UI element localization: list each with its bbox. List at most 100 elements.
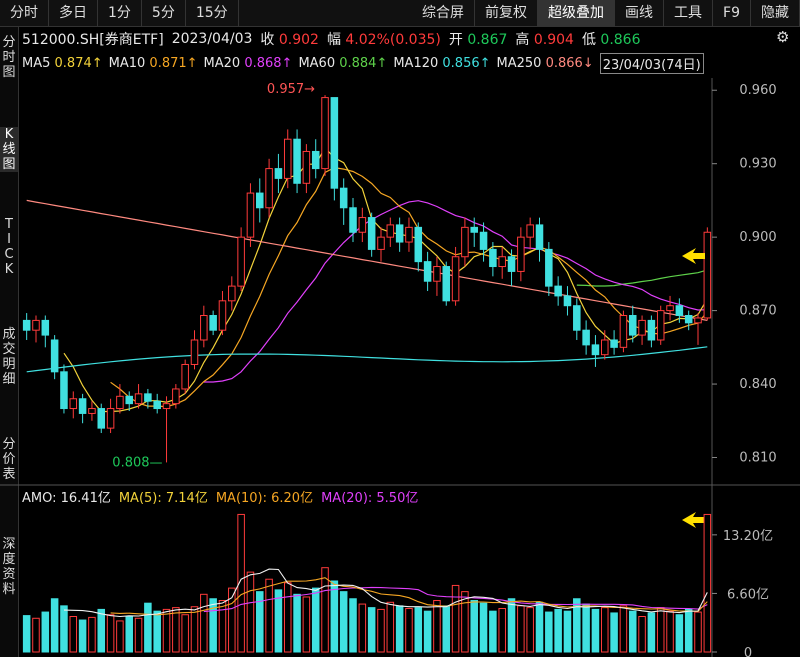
candle-body xyxy=(293,138,301,184)
candle-body xyxy=(106,408,115,429)
candle-body xyxy=(628,315,637,336)
period-tab-1[interactable]: 多日 xyxy=(49,0,98,26)
vol-ma20-line xyxy=(203,586,708,613)
volume-bar xyxy=(405,608,413,653)
candle-body xyxy=(489,248,497,268)
volume-bar xyxy=(181,614,189,653)
settings-icon[interactable]: ⚙ xyxy=(776,28,790,46)
volume-bar xyxy=(442,605,451,653)
toolbar-button-5[interactable]: F9 xyxy=(713,0,751,26)
price-axis-label: 0.960 xyxy=(739,83,776,98)
period-tab-3[interactable]: 5分 xyxy=(142,0,186,26)
sidebar-tab-5[interactable]: 深度资料 xyxy=(2,537,16,597)
volume-bar xyxy=(461,591,469,653)
volume-bar xyxy=(591,608,600,653)
candle-body xyxy=(554,285,562,297)
volume-bar xyxy=(666,610,674,653)
toolbar-button-4[interactable]: 工具 xyxy=(664,0,714,26)
candle-body xyxy=(190,339,199,365)
low-group: 低 0.866 xyxy=(582,29,641,49)
volume-bar xyxy=(526,607,534,653)
sidebar-tab-3[interactable]: 成交明细 xyxy=(2,327,16,387)
toolbar-button-2[interactable]: 超级叠加 xyxy=(538,0,616,26)
volume-bar xyxy=(209,598,217,653)
low-label: 低 xyxy=(581,32,596,48)
volume-bar xyxy=(97,608,106,653)
volume-bar xyxy=(153,610,161,653)
candle-body xyxy=(200,315,208,341)
ma-legend-item-5: MA250 0.866↓ xyxy=(497,56,594,71)
volume-bar xyxy=(386,601,395,653)
period-tab-0[interactable]: 分时 xyxy=(0,0,49,26)
volume-axis-label: 0 xyxy=(744,646,752,657)
price-axis-label: 0.840 xyxy=(739,377,776,392)
candle-body xyxy=(69,398,78,410)
candle-body xyxy=(265,168,273,209)
sidebar-tab-4[interactable]: 分价表 xyxy=(2,437,16,482)
candle-body xyxy=(601,339,609,356)
period-tab-4[interactable]: 15分 xyxy=(186,0,239,26)
candle-body xyxy=(545,248,553,287)
volume-bar xyxy=(106,614,115,653)
volume-bar xyxy=(330,580,339,653)
ma120-line xyxy=(26,346,708,373)
amo-legend: AMO: 16.41亿 MA(5): 7.14亿 MA(10): 6.20亿 M… xyxy=(22,487,418,506)
high-label: 高 xyxy=(515,32,530,48)
candle-body xyxy=(517,236,525,272)
volume-bar xyxy=(610,612,618,653)
volume-bar xyxy=(694,611,702,653)
volume-bar xyxy=(367,607,376,653)
volume-bar xyxy=(302,596,311,653)
toolbar-button-1[interactable]: 前复权 xyxy=(475,0,539,26)
volume-bar xyxy=(573,598,581,653)
volume-bar xyxy=(144,602,152,653)
candle-body xyxy=(479,231,488,250)
volume-bar xyxy=(283,582,292,653)
volume-bar xyxy=(433,600,441,653)
candle-body xyxy=(451,256,460,302)
period-tab-2[interactable]: 1分 xyxy=(98,0,142,26)
candle-body xyxy=(675,305,684,317)
candle-body xyxy=(461,226,469,258)
candle-body xyxy=(638,319,646,336)
toolbar-button-0[interactable]: 综合屏 xyxy=(412,0,476,26)
ma-legend-item-0: MA5 0.874↑ xyxy=(22,56,103,71)
toolbar-button-3[interactable]: 画线 xyxy=(615,0,665,26)
candle-body xyxy=(134,393,143,405)
candle-body xyxy=(405,226,413,243)
open-group: 开 0.867 xyxy=(449,29,508,49)
candle-body xyxy=(88,408,96,414)
candle-body xyxy=(423,261,432,282)
volume-bar xyxy=(32,617,40,653)
candle-body xyxy=(321,97,329,170)
candle-body xyxy=(591,344,600,356)
open-value: 0.867 xyxy=(467,32,508,48)
volume-bar xyxy=(619,605,628,653)
volume-bar xyxy=(311,587,320,653)
sidebar-tab-0[interactable]: 分时图 xyxy=(2,35,16,80)
candle-body xyxy=(582,329,590,346)
candle-body xyxy=(684,315,693,324)
range-date-box[interactable]: 23/04/03(74日) xyxy=(599,52,704,74)
candle-body xyxy=(97,408,106,429)
candle-body xyxy=(619,315,628,348)
high-group: 高 0.904 xyxy=(515,29,574,49)
candle-body xyxy=(377,236,385,250)
volume-bar xyxy=(377,608,385,653)
candle-body xyxy=(414,226,423,263)
volume-bar xyxy=(321,567,329,653)
candle-body xyxy=(302,150,311,184)
candle-body xyxy=(535,224,544,250)
volume-bar xyxy=(218,600,227,653)
volume-bar xyxy=(423,610,432,653)
toolbar-button-6[interactable]: 隐藏 xyxy=(751,0,800,26)
candle-body xyxy=(218,300,227,331)
candle-body xyxy=(228,285,236,302)
candle-body xyxy=(172,388,180,405)
volume-bar xyxy=(545,611,553,653)
ma-label: MA120 xyxy=(393,55,443,71)
amo-ma10: MA(10): 6.20亿 xyxy=(215,490,314,506)
